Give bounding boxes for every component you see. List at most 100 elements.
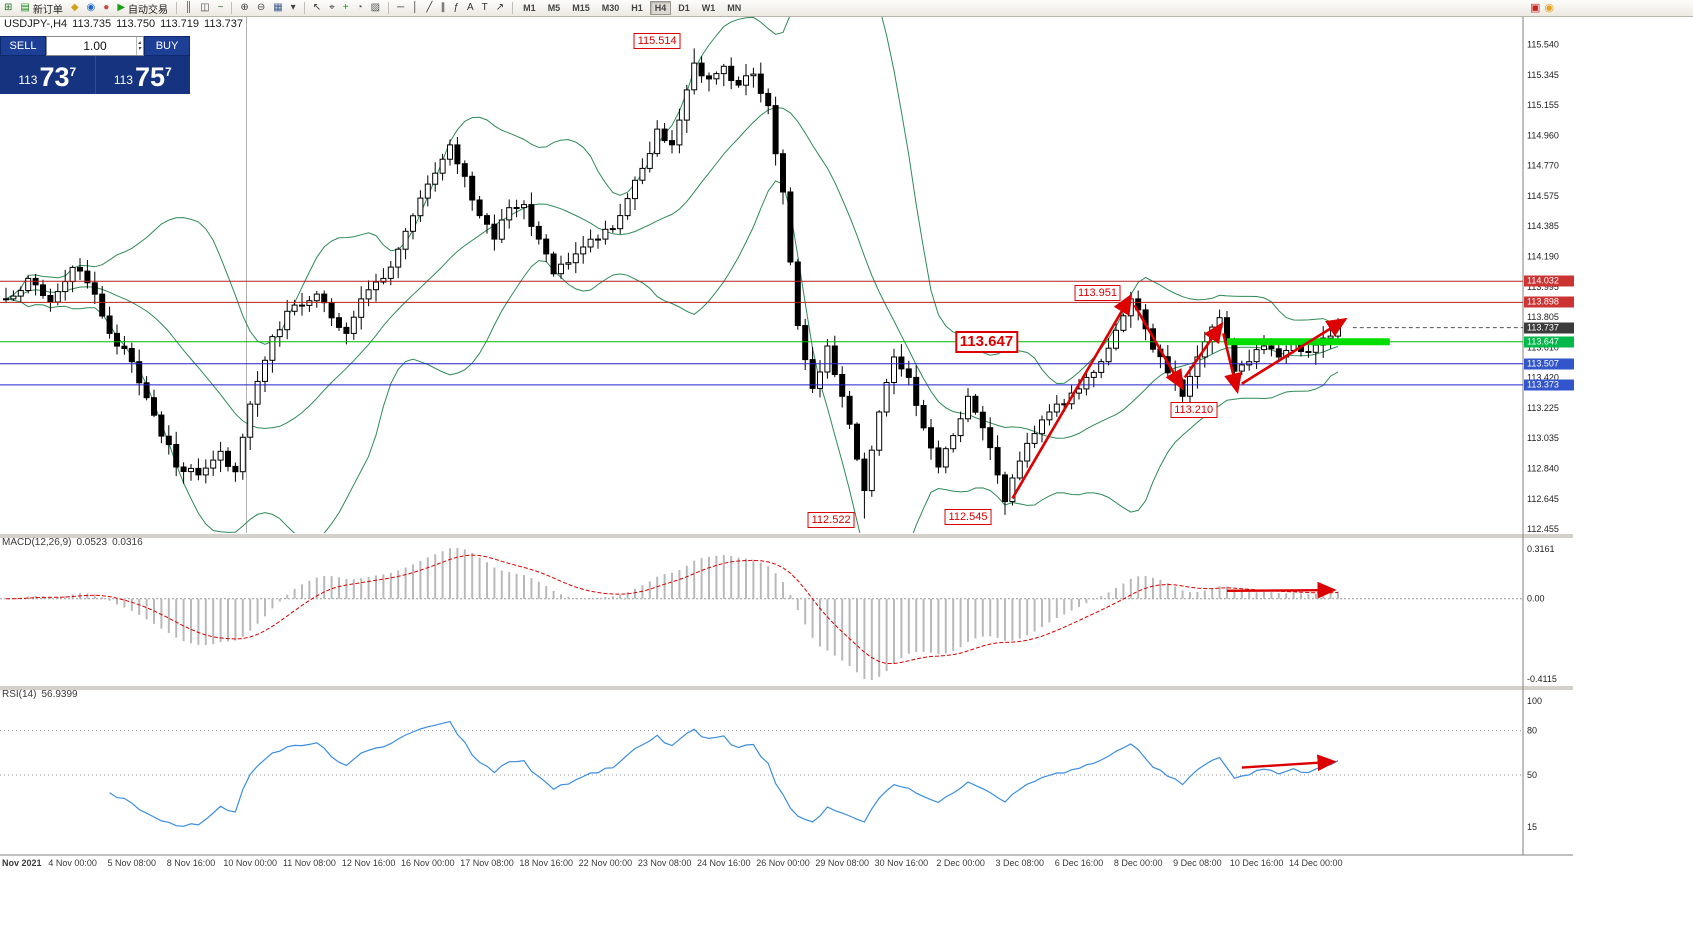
buy-price-fraction: 7 <box>165 65 172 79</box>
svg-text:-0.4115: -0.4115 <box>1527 674 1557 684</box>
trend-arrow[interactable] <box>1183 321 1224 379</box>
timeframe-m1[interactable]: M1 <box>523 3 536 13</box>
svg-text:8 Dec 00:00: 8 Dec 00:00 <box>1114 858 1163 868</box>
price-badge-113.373: 113.373 <box>1524 379 1574 391</box>
timeframe-m30[interactable]: M30 <box>601 3 620 13</box>
timeframe-w1[interactable]: W1 <box>701 3 716 13</box>
svg-text:113.420: 113.420 <box>1527 372 1559 382</box>
crosshair-icon[interactable]: ⌖ <box>326 1 338 15</box>
macd-histogram <box>12 548 1339 680</box>
rsi-trend-arrow[interactable] <box>1241 754 1337 772</box>
chat-icon[interactable]: ● <box>100 1 112 15</box>
vertical-line-icon[interactable]: │ <box>409 1 421 15</box>
panel-splitter-rsi[interactable] <box>0 686 1573 690</box>
timeframe-m5[interactable]: M5 <box>547 3 561 13</box>
sell-button[interactable]: SELL <box>0 36 46 56</box>
account-icon[interactable]: ◉ <box>1544 2 1555 14</box>
price-annotation-112.522[interactable]: 112.522 <box>807 512 855 529</box>
symbol-period: USDJPY-,H4 <box>4 18 68 30</box>
svg-text:5 Nov 08:00: 5 Nov 08:00 <box>108 858 157 868</box>
svg-text:22 Nov 00:00: 22 Nov 00:00 <box>579 858 633 868</box>
zoom-in-icon[interactable]: ⊕ <box>237 1 251 15</box>
timeframe-h1[interactable]: H1 <box>631 3 643 13</box>
svg-text:114.190: 114.190 <box>1527 251 1559 261</box>
timeframe-m15[interactable]: M15 <box>572 3 590 13</box>
price-annotation-113.951[interactable]: 113.951 <box>1074 284 1121 301</box>
svg-text:26 Nov 00:00: 26 Nov 00:00 <box>756 858 810 868</box>
trend-arrow[interactable] <box>1241 317 1348 385</box>
new-order-button[interactable]: ▤ 新订单 <box>17 1 65 16</box>
price-annotation-115.514[interactable]: 115.514 <box>633 33 681 50</box>
new-chart-icon[interactable]: ⊞ <box>1 1 15 15</box>
volume-stepper[interactable]: 1.00 ▴ ▾ <box>46 36 144 56</box>
toolbar-separator <box>512 2 514 14</box>
main-price-chart[interactable] <box>0 0 1523 578</box>
volume-value[interactable]: 1.00 <box>83 39 107 53</box>
macd-name: MACD(12,26,9) <box>2 537 72 548</box>
autotrading-button[interactable]: ▶ 自动交易 <box>114 1 171 16</box>
buy-price[interactable]: 113 75 7 <box>96 56 191 94</box>
svg-text:10 Dec 16:00: 10 Dec 16:00 <box>1230 858 1284 868</box>
timeframe-mn[interactable]: MN <box>727 3 742 13</box>
new-order-button-glyph: ▤ <box>20 2 30 13</box>
svg-text:112.645: 112.645 <box>1527 494 1559 504</box>
templates-icon-glyph: ▨ <box>370 2 381 13</box>
channel-icon[interactable]: ∥ <box>437 1 448 15</box>
buy-button[interactable]: BUY <box>144 36 190 56</box>
periods-dropdown-icon[interactable]: ◔ <box>354 1 366 15</box>
svg-text:2 Dec 00:00: 2 Dec 00:00 <box>936 858 985 868</box>
volume-decrease-icon[interactable]: ▾ <box>137 46 141 52</box>
periods-dropdown-icon-glyph: ◔ <box>356 2 363 13</box>
zoom-out-icon[interactable]: ⊖ <box>254 1 268 15</box>
volume-increase-icon[interactable]: ▴ <box>137 40 141 46</box>
svg-text:113.225: 113.225 <box>1527 403 1559 413</box>
arrows-tool-icon[interactable]: ↗ <box>493 1 507 15</box>
notification-icon[interactable]: ▣ <box>1530 2 1541 14</box>
text-icon[interactable]: A <box>464 1 477 15</box>
arrows-tool-icon-glyph: ↗ <box>495 2 505 13</box>
bar-chart-icon[interactable]: ║ <box>182 1 195 15</box>
line-chart-icon[interactable]: ~ <box>215 1 227 15</box>
new-order-button-label: 新订单 <box>32 4 63 16</box>
svg-text:0.00: 0.00 <box>1527 594 1545 604</box>
cursor-icon[interactable]: ↖ <box>310 1 324 15</box>
svg-text:10 Nov 00:00: 10 Nov 00:00 <box>223 858 277 868</box>
panel-splitter-macd[interactable] <box>0 534 1573 538</box>
templates-icon[interactable]: ▨ <box>368 1 383 15</box>
trendline-icon[interactable]: ╱ <box>423 1 435 15</box>
high-value: 113.750 <box>116 18 156 30</box>
fibonacci-icon[interactable]: ƒ <box>450 1 462 15</box>
svg-text:113.035: 113.035 <box>1527 433 1559 443</box>
svg-text:17 Nov 08:00: 17 Nov 08:00 <box>460 858 514 868</box>
trend-arrow[interactable] <box>1222 333 1242 395</box>
close-value: 113.737 <box>204 18 243 30</box>
trend-arrow[interactable] <box>1133 304 1184 391</box>
price-badge-113.507: 113.507 <box>1524 358 1574 370</box>
sell-price[interactable]: 113 73 7 <box>0 56 96 94</box>
support-icon[interactable]: ◉ <box>84 1 99 15</box>
svg-text:0.3161: 0.3161 <box>1527 544 1555 554</box>
timeframe-h4[interactable]: H4 <box>649 1 672 15</box>
trend-arrow[interactable] <box>1011 293 1133 500</box>
price-annotation-113.647[interactable]: 113.647 <box>954 330 1019 353</box>
macd-trend-arrow[interactable] <box>1226 581 1337 599</box>
label-icon[interactable]: T <box>479 1 491 15</box>
price-annotation-112.545[interactable]: 112.545 <box>944 509 992 526</box>
price-annotation-113.210[interactable]: 113.210 <box>1170 402 1218 419</box>
passport-icon-glyph: ◆ <box>70 2 79 13</box>
passport-icon[interactable]: ◆ <box>68 1 82 15</box>
price-badge-113.898: 113.898 <box>1524 296 1574 308</box>
candlestick-chart-icon[interactable]: ◫ <box>197 1 212 15</box>
tile-windows-icon[interactable]: ▦ <box>270 1 285 15</box>
windows-dropdown-icon[interactable]: ▾ <box>288 1 299 15</box>
svg-text:80: 80 <box>1527 726 1537 736</box>
text-icon-glyph: A <box>467 2 474 13</box>
svg-text:23 Nov 08:00: 23 Nov 08:00 <box>638 858 692 868</box>
horizontal-line-icon[interactable]: ─ <box>394 1 407 15</box>
quote-ohlc-header: USDJPY-,H4 113.735 113.750 113.719 113.737 <box>4 18 248 30</box>
svg-text:113.610: 113.610 <box>1527 343 1559 353</box>
add-indicator-icon[interactable]: + <box>340 1 352 15</box>
timeframe-d1[interactable]: D1 <box>678 3 690 13</box>
toolbar-separator <box>388 2 390 14</box>
